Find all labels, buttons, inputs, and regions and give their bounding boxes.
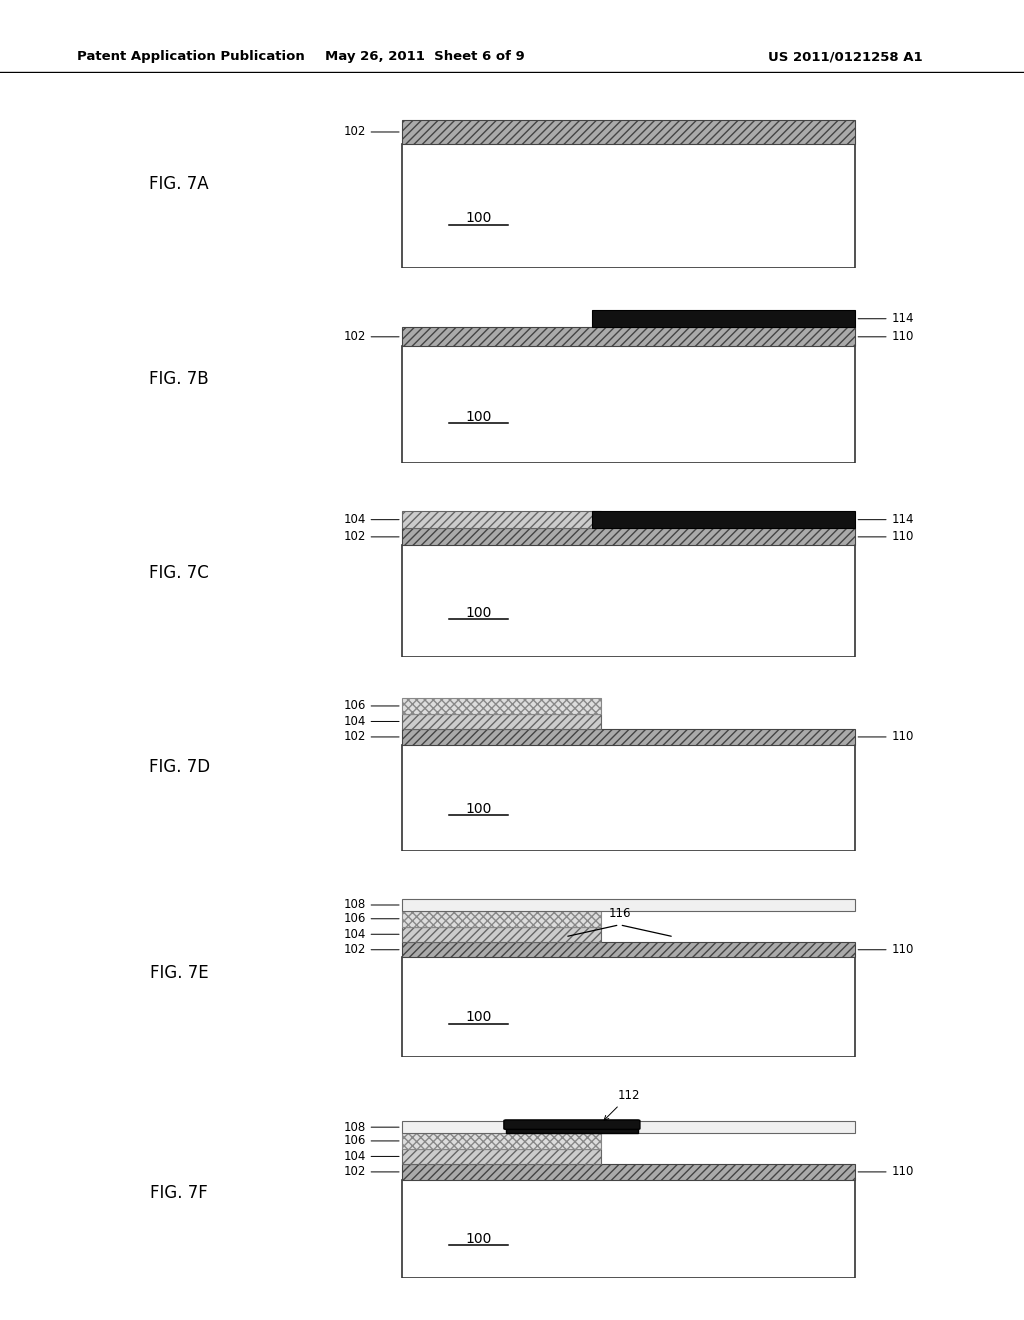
Text: 114: 114 bbox=[858, 513, 914, 527]
Text: 106: 106 bbox=[343, 1134, 399, 1147]
FancyBboxPatch shape bbox=[504, 1119, 640, 1130]
Text: FIG. 7E: FIG. 7E bbox=[150, 964, 209, 982]
Text: 104: 104 bbox=[343, 513, 399, 527]
Bar bbox=[401, 698, 601, 714]
Text: FIG. 7C: FIG. 7C bbox=[150, 564, 209, 582]
Text: 102: 102 bbox=[343, 125, 399, 139]
Bar bbox=[401, 1164, 855, 1180]
Text: 100: 100 bbox=[466, 211, 493, 226]
Bar bbox=[401, 957, 855, 1057]
Bar bbox=[592, 310, 855, 327]
Text: 110: 110 bbox=[858, 330, 914, 343]
Text: 116: 116 bbox=[608, 907, 631, 920]
Text: 100: 100 bbox=[466, 801, 493, 816]
Text: 106: 106 bbox=[343, 912, 399, 925]
Text: 100: 100 bbox=[466, 606, 493, 619]
Bar bbox=[401, 1133, 601, 1148]
Text: 110: 110 bbox=[858, 730, 914, 743]
Bar bbox=[401, 346, 855, 463]
Bar bbox=[506, 1123, 638, 1133]
Bar bbox=[401, 1180, 855, 1278]
Text: 102: 102 bbox=[343, 531, 399, 544]
Bar bbox=[401, 744, 855, 851]
Text: 102: 102 bbox=[343, 730, 399, 743]
Text: FIG. 7F: FIG. 7F bbox=[151, 1184, 208, 1203]
Bar bbox=[401, 144, 855, 268]
Text: 102: 102 bbox=[343, 944, 399, 956]
Bar bbox=[401, 911, 601, 927]
Bar bbox=[401, 545, 855, 657]
Bar bbox=[401, 729, 855, 744]
Text: Patent Application Publication: Patent Application Publication bbox=[77, 50, 304, 63]
Text: 112: 112 bbox=[604, 1089, 640, 1121]
Text: 114: 114 bbox=[858, 313, 914, 325]
Bar bbox=[401, 927, 601, 942]
Text: 108: 108 bbox=[343, 1121, 399, 1134]
Bar bbox=[401, 1148, 601, 1164]
Text: 100: 100 bbox=[466, 1010, 493, 1024]
Text: FIG. 7B: FIG. 7B bbox=[150, 370, 209, 388]
Bar bbox=[401, 120, 855, 144]
Text: 100: 100 bbox=[466, 1232, 493, 1246]
Bar bbox=[592, 511, 855, 528]
Bar bbox=[401, 899, 855, 911]
Text: FIG. 7D: FIG. 7D bbox=[148, 758, 210, 776]
Bar bbox=[401, 714, 601, 729]
Bar bbox=[401, 511, 601, 528]
Text: US 2011/0121258 A1: US 2011/0121258 A1 bbox=[768, 50, 923, 63]
Text: FIG. 7A: FIG. 7A bbox=[150, 174, 209, 193]
Text: 110: 110 bbox=[858, 531, 914, 544]
Text: 106: 106 bbox=[343, 700, 399, 713]
Text: 100: 100 bbox=[466, 409, 493, 424]
Text: 102: 102 bbox=[343, 1166, 399, 1179]
Bar bbox=[401, 528, 855, 545]
Text: 102: 102 bbox=[343, 330, 399, 343]
Text: 110: 110 bbox=[858, 944, 914, 956]
Bar bbox=[401, 942, 855, 957]
Text: 104: 104 bbox=[343, 715, 399, 727]
Text: 104: 104 bbox=[343, 928, 399, 941]
Bar bbox=[401, 327, 855, 346]
Text: 104: 104 bbox=[343, 1150, 399, 1163]
Text: 108: 108 bbox=[343, 899, 399, 912]
Text: May 26, 2011  Sheet 6 of 9: May 26, 2011 Sheet 6 of 9 bbox=[325, 50, 525, 63]
Text: 110: 110 bbox=[858, 1166, 914, 1179]
Bar bbox=[401, 1121, 855, 1133]
